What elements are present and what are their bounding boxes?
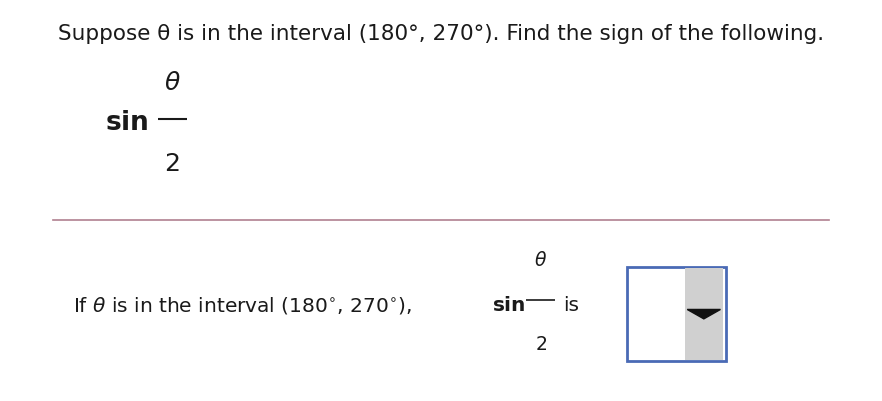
Text: is: is bbox=[563, 296, 579, 314]
Text: Suppose θ is in the interval (180°, 270°). Find the sign of the following.: Suppose θ is in the interval (180°, 270°… bbox=[58, 24, 824, 44]
Text: $2$: $2$ bbox=[164, 151, 180, 175]
Text: $\theta$: $\theta$ bbox=[164, 71, 181, 95]
Bar bbox=[627, 267, 726, 362]
Bar bbox=[685, 269, 722, 360]
Polygon shape bbox=[687, 310, 721, 319]
Text: $\theta$: $\theta$ bbox=[534, 250, 547, 269]
Text: If $\theta$ is in the interval (180$^{\circ}$, 270$^{\circ}$),: If $\theta$ is in the interval (180$^{\c… bbox=[73, 294, 414, 315]
Text: $2$: $2$ bbox=[534, 334, 547, 353]
Text: $\mathbf{sin}$: $\mathbf{sin}$ bbox=[492, 296, 526, 314]
Text: $\mathbf{sin}$: $\mathbf{sin}$ bbox=[105, 110, 148, 136]
